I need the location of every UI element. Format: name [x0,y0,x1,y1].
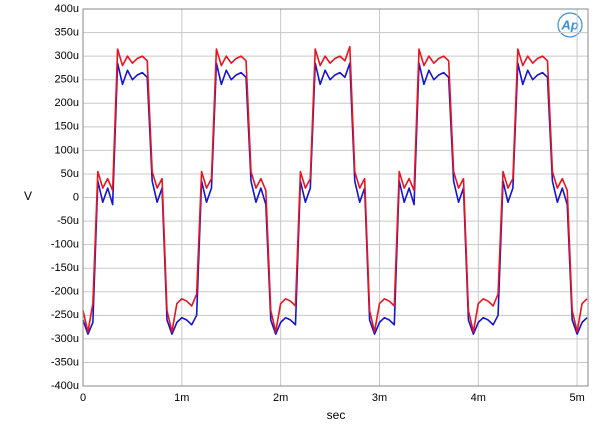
y-tick-label: 150u [55,121,79,133]
x-tick-label: 1m [174,392,189,404]
y-tick-label: -250u [51,309,79,321]
y-tick-label: 350u [55,26,79,38]
y-tick-label: -200u [51,286,79,298]
plot-frame [82,8,589,387]
y-tick-label: -150u [51,262,79,274]
y-axis-label: V [24,189,32,203]
y-tick-label: 100u [55,144,79,156]
x-tick-label: 0 [80,392,86,404]
x-tick-label: 2m [273,392,288,404]
x-tick-label: 3m [372,392,387,404]
y-tick-label: -100u [51,239,79,251]
y-tick-label: -300u [51,333,79,345]
y-tick-label: -350u [51,356,79,368]
series-line [82,62,588,335]
y-tick-label: 50u [61,168,79,180]
x-tick-label: 5m [569,392,584,404]
y-tick-label: -400u [51,380,79,392]
x-tick-label: 4m [471,392,486,404]
y-tick-label: 400u [55,3,79,15]
logo: Ap [560,17,578,32]
y-tick-label: 300u [55,50,79,62]
y-tick-label: 200u [55,97,79,109]
y-tick-label: 250u [55,74,79,86]
x-axis-label: sec [327,408,346,422]
y-tick-label: 0 [73,191,79,203]
series-line [82,45,588,333]
y-tick-label: -50u [57,215,79,227]
logo-ring [557,12,583,38]
